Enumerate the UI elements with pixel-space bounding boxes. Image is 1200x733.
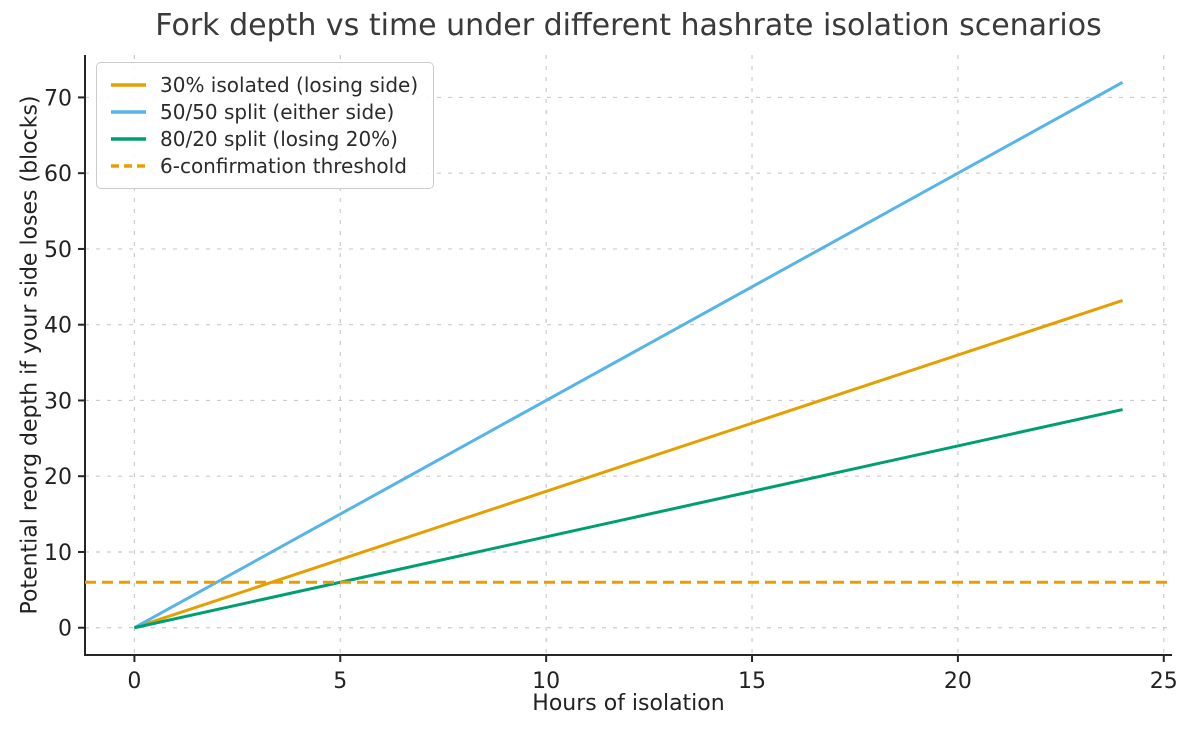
x-tick-label: 10 [532,669,560,694]
legend-item: 50/50 split (either side) [110,99,418,125]
x-tick-label: 25 [1150,669,1178,694]
y-tick-label: 50 [44,238,72,263]
y-tick-label: 10 [44,541,72,566]
x-tick-label: 15 [738,669,766,694]
x-tick-label: 20 [944,669,972,694]
y-tick-label: 40 [44,314,72,339]
legend-swatch-line [111,110,146,114]
y-tick-label: 60 [44,162,72,187]
legend-label: 30% isolated (losing side) [160,73,419,97]
y-tick-label: 20 [44,465,72,490]
legend-label: 6-confirmation threshold [160,154,407,178]
y-axis-label: Potential reorg depth if your side loses… [17,95,43,615]
legend-label: 50/50 split (either side) [160,100,395,124]
legend-swatch-line [111,137,146,141]
legend: 30% isolated (losing side) 50/50 split (… [96,62,435,189]
series-line-80-20-split-losing-20- [134,408,1123,630]
y-tick-label: 0 [58,617,72,642]
series-line-30-isolated-losing-side- [133,299,1124,630]
series-line-50-50-split-either-side- [133,80,1124,630]
x-tick-label: 0 [127,669,141,694]
legend-swatch-line [111,83,146,87]
legend-item: 30% isolated (losing side) [110,72,418,98]
y-tick-label: 70 [44,86,72,111]
x-axis-label: Hours of isolation [532,691,725,716]
legend-swatch-line [111,164,146,168]
chart-title: Fork depth vs time under different hashr… [155,8,1102,43]
legend-item: 6-confirmation threshold [110,153,418,179]
x-tick-label: 5 [333,669,347,694]
legend-item: 80/20 split (losing 20%) [110,126,418,152]
y-tick-label: 30 [44,389,72,414]
legend-label: 80/20 split (losing 20%) [160,127,398,151]
